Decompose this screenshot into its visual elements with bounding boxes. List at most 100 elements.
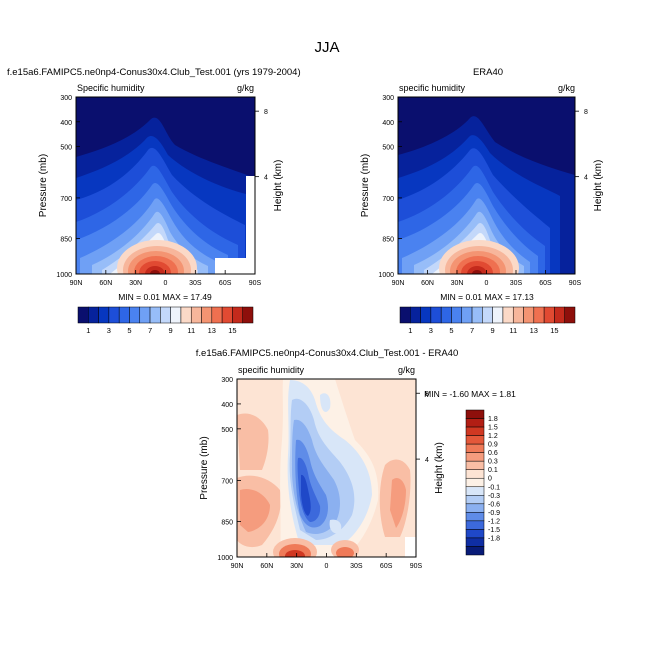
right-tick-label: 8 — [425, 391, 429, 398]
colorbar-label: 1 — [86, 326, 90, 335]
colorbar-swatch — [420, 306, 432, 324]
contour-band — [320, 393, 331, 412]
stats-text: MIN = -1.60 MAX = 1.81 — [424, 389, 516, 399]
x-tick-label: 60N — [260, 563, 273, 570]
right-axis-label: Height (km) — [593, 160, 604, 212]
right-axis-label: Height (km) — [434, 442, 445, 494]
y-tick-label: 500 — [221, 427, 233, 434]
y-tick-label: 400 — [382, 120, 394, 127]
right-axis-label: Height (km) — [273, 160, 284, 212]
y-axis-label: Pressure (mb) — [360, 154, 371, 217]
axes: 90N 60N 30N 0 30S 60S 90S 300 400 500 700 850 1000 8 4… — [199, 377, 445, 570]
contour-band — [150, 270, 160, 274]
x-tick-label: 60N — [99, 280, 112, 287]
y-tick-label: 300 — [60, 95, 72, 102]
contour-band — [285, 550, 305, 557]
y-tick-label: 300 — [221, 377, 233, 384]
x-tick-label: 30N — [451, 280, 464, 287]
contour-band — [301, 474, 311, 516]
x-tick-label: 60S — [380, 563, 393, 570]
colorbar-swatch — [190, 306, 202, 324]
y-tick-label: 400 — [221, 402, 233, 409]
colorbar-swatch — [77, 306, 89, 324]
colorbar-label: 1.8 — [488, 416, 498, 423]
colorbar-swatch — [440, 306, 452, 324]
y-tick-label: 500 — [60, 145, 72, 152]
colorbar-label: 7 — [470, 326, 474, 335]
panel-model: f.e15a6.FAMIPC5.ne0np4-Conus30x4.Club_Te… — [7, 67, 301, 335]
colorbar-swatch — [465, 452, 485, 462]
x-tick-label: 90N — [70, 280, 83, 287]
y-tick-label: 850 — [221, 519, 233, 526]
colorbar-label: 11 — [509, 326, 517, 335]
colorbar-swatch — [471, 306, 483, 324]
colorbar-label: 15 — [550, 326, 558, 335]
x-tick-label: 30S — [350, 563, 363, 570]
x-tick-label: 60S — [539, 280, 552, 287]
right-tick-label: 4 — [584, 175, 588, 182]
colorbar: 1.81.51.20.90.60.30.10-0.1-0.3-0.6-0.9-1… — [465, 409, 500, 556]
contour-band — [472, 270, 482, 274]
colorbar-label: 0.9 — [488, 442, 498, 449]
colorbar-label: 5 — [127, 326, 131, 335]
x-tick-label: 90N — [231, 563, 244, 570]
colorbar-label: 5 — [449, 326, 453, 335]
colorbar-swatch — [221, 306, 233, 324]
colorbar-swatch — [430, 306, 442, 324]
y-tick-label: 700 — [382, 196, 394, 203]
contour-field — [398, 97, 575, 274]
colorbar-swatch — [465, 495, 485, 505]
panel-era40: ERA40 specific humidity g/kg 90N 60N 30N 0 3… — [360, 67, 604, 335]
colorbar-label: 1.2 — [488, 433, 498, 440]
colorbar-swatch — [98, 306, 110, 324]
contour-band — [240, 488, 270, 532]
y-tick-label: 300 — [382, 95, 394, 102]
colorbar-swatch — [492, 306, 504, 324]
contour-band — [336, 547, 354, 557]
colorbar-swatch — [211, 306, 223, 324]
colorbar-swatch — [410, 306, 421, 324]
colorbar-label: 3 — [107, 326, 111, 335]
x-tick-label: 60S — [219, 280, 232, 287]
contour-band — [390, 478, 406, 528]
y-tick-label: 700 — [60, 196, 72, 203]
colorbar-label: 13 — [530, 326, 538, 335]
colorbar-swatch — [451, 306, 463, 324]
colorbar-label: 0 — [488, 476, 492, 483]
colorbar-swatch — [465, 418, 485, 428]
x-tick-label: 60N — [421, 280, 434, 287]
contour-field — [237, 379, 416, 557]
x-tick-label: 90S — [569, 280, 582, 287]
contour-field — [76, 97, 255, 274]
y-tick-label: 1000 — [217, 555, 233, 562]
colorbar: 1 3 5 7 9 11 13 15 — [77, 306, 254, 335]
panel-title: f.e15a6.FAMIPC5.ne0np4-Conus30x4.Club_Te… — [196, 348, 458, 359]
panel-title: ERA40 — [473, 67, 503, 78]
y-tick-label: 1000 — [378, 272, 394, 279]
y-tick-label: 400 — [60, 120, 72, 127]
colorbar-swatch — [465, 520, 485, 530]
x-tick-label: 0 — [164, 280, 168, 287]
colorbar-swatch — [482, 306, 493, 324]
colorbar-swatch — [461, 306, 473, 324]
colorbar-swatch — [118, 306, 130, 324]
y-tick-label: 500 — [382, 145, 394, 152]
colorbar-swatch — [465, 529, 485, 539]
y-axis-label: Pressure (mb) — [199, 436, 210, 499]
colorbar-swatch — [88, 306, 99, 324]
right-tick-label: 4 — [425, 457, 429, 464]
colorbar-swatch — [465, 409, 485, 419]
y-axis-label: Pressure (mb) — [38, 154, 49, 217]
below-ground-mask — [405, 537, 416, 557]
colorbar-label: 15 — [228, 326, 236, 335]
figure-title: JJA — [314, 39, 339, 56]
colorbar-swatch — [399, 306, 411, 324]
colorbar-swatch — [465, 435, 485, 445]
colorbar-label: 1.5 — [488, 425, 498, 432]
colorbar-swatch — [465, 460, 485, 470]
colorbar-swatch — [512, 306, 524, 324]
y-tick-label: 850 — [60, 237, 72, 244]
colorbar-swatch — [554, 306, 565, 324]
x-tick-label: 0 — [325, 563, 329, 570]
